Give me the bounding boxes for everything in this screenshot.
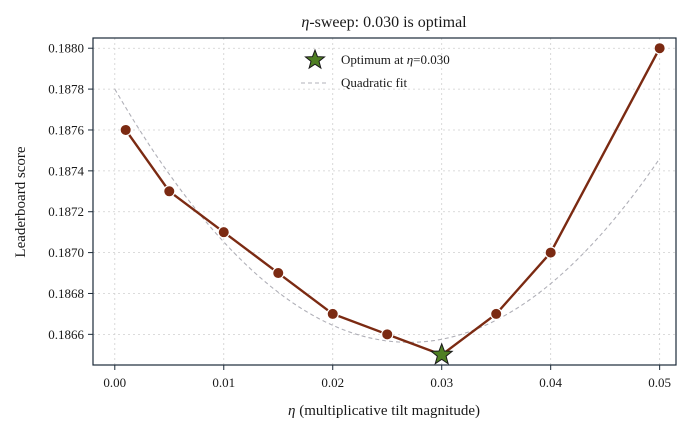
- data-point: [653, 42, 666, 55]
- legend-fit-label: Quadratic fit: [341, 75, 407, 90]
- y-axis-ticks: 0.1866 0.1868 0.1870 0.1872 0.1874 0.1876 0.18…: [48, 41, 93, 342]
- data-point: [272, 266, 285, 280]
- legend-optimum-label: Optimum at η=0.030: [341, 52, 450, 67]
- plot-frame: [92, 37, 677, 366]
- optimum-marker: [429, 342, 454, 365]
- legend: Optimum at η=0.030 Quadratic fit: [301, 48, 450, 90]
- legend-optimum-symbol: η: [407, 52, 413, 67]
- data-point: [381, 328, 394, 341]
- title-symbol: η: [301, 14, 309, 31]
- x-tick-label: 0.02: [321, 375, 344, 390]
- data-point: [217, 225, 230, 239]
- y-tick-label: 0.1880: [48, 41, 84, 56]
- x-tick-label: 0.00: [103, 375, 126, 390]
- x-axis-ticks: 0.00 0.01 0.02 0.03 0.04 0.05: [103, 365, 671, 390]
- y-tick-label: 0.1868: [48, 286, 84, 301]
- x-axis-label-text: (multiplicative tilt magnitude): [295, 403, 480, 419]
- x-axis-label-symbol: η: [288, 403, 295, 419]
- x-tick-label: 0.03: [430, 375, 453, 390]
- grid: [93, 38, 676, 365]
- y-tick-label: 0.1872: [48, 204, 84, 219]
- x-tick-label: 0.04: [539, 375, 562, 390]
- data-point: [489, 307, 503, 321]
- data-point: [163, 185, 176, 198]
- data-point: [544, 246, 557, 259]
- data-point: [326, 307, 339, 321]
- y-tick-label: 0.1870: [48, 245, 84, 260]
- x-tick-label: 0.05: [648, 375, 671, 390]
- y-tick-label: 0.1876: [48, 122, 84, 137]
- series-line: [124, 47, 661, 356]
- x-tick-label: 0.01: [212, 375, 235, 390]
- y-tick-label: 0.1878: [48, 82, 84, 97]
- x-axis-label: η (multiplicative tilt magnitude): [288, 403, 480, 419]
- chart-title: η-sweep: 0.030 is optimal: [301, 14, 467, 31]
- legend-optimum-prefix: Optimum at: [341, 52, 407, 67]
- optimum-star: [429, 342, 454, 365]
- legend-optimum-suffix: =0.030: [413, 52, 450, 67]
- title-text: -sweep: 0.030 is optimal: [309, 14, 467, 31]
- legend-star-shape: [304, 48, 326, 70]
- y-axis-label: Leaderboard score: [13, 146, 29, 258]
- quadratic-fit-curve: [114, 88, 661, 343]
- y-tick-label: 0.1874: [48, 163, 84, 178]
- legend-optimum-star-icon: [304, 48, 326, 70]
- y-tick-label: 0.1866: [48, 327, 84, 342]
- data-point: [119, 123, 132, 137]
- data-points: [119, 42, 666, 341]
